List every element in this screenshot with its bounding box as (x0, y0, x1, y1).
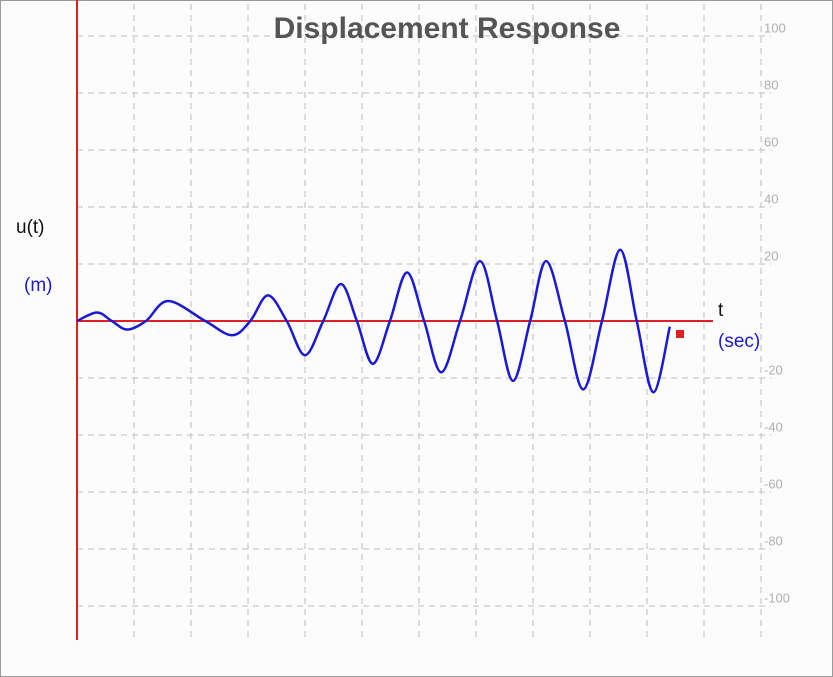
data-line (76, 248, 672, 394)
y-axis-unit: (m) (24, 275, 52, 296)
x-axis-label: t (718, 300, 724, 321)
y-tick-label: 100 (764, 20, 786, 35)
y-tick-label: 40 (764, 191, 778, 206)
y-tick-label: -20 (764, 362, 783, 377)
x-axis-unit: (sec) (718, 331, 760, 352)
y-tick-label: -100 (764, 590, 790, 605)
y-axis-label: u(t) (16, 217, 45, 238)
chart-title: Displacement Response (274, 12, 621, 45)
cursor-marker (676, 330, 684, 338)
y-tick-label: 80 (764, 77, 778, 92)
y-tick-label: 60 (764, 134, 778, 149)
y-tick-label: -60 (764, 476, 783, 491)
y-tick-label: 20 (764, 248, 778, 263)
y-tick-label: -40 (764, 419, 783, 434)
y-tick-label: -80 (764, 533, 783, 548)
